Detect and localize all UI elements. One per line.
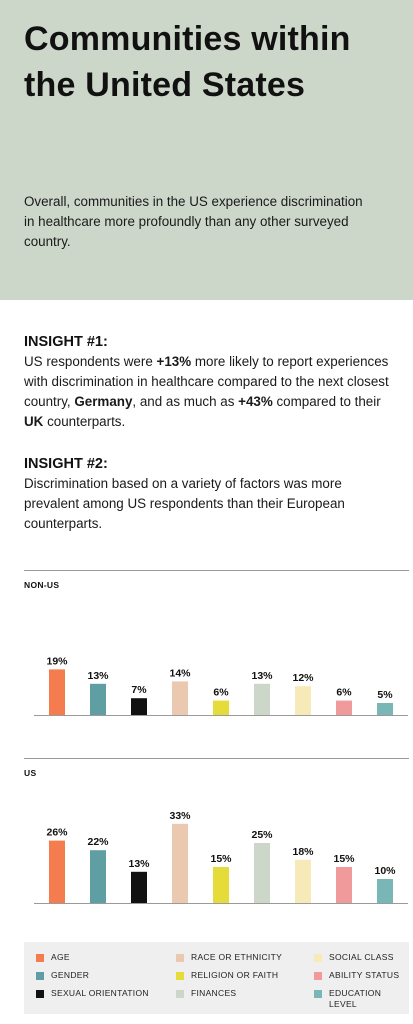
- bar-value-label: 18%: [292, 846, 314, 858]
- bar-sexual-orientation: [131, 871, 147, 903]
- bar-ability-status: [336, 700, 352, 715]
- insight-1-highlight: Germany: [74, 394, 133, 409]
- bar-value-label: 6%: [213, 687, 229, 699]
- legend-item: RELIGION OR FAITH: [176, 970, 311, 981]
- bar-value-label: 14%: [169, 667, 191, 679]
- insight-1-text: US respondents were: [24, 354, 157, 369]
- page-subtitle: Overall, communities in the US experienc…: [24, 194, 363, 249]
- legend-item: EDUCATION LEVEL: [314, 988, 409, 1010]
- legend-swatch: [314, 954, 322, 962]
- legend-item: SOCIAL CLASS: [314, 952, 409, 963]
- bar-value-label: 19%: [46, 655, 68, 667]
- bar-age: [49, 669, 65, 715]
- legend-label: SOCIAL CLASS: [329, 952, 394, 962]
- legend-item: RACE OR ETHNICITY: [176, 952, 311, 963]
- bar-value-label: 22%: [87, 836, 109, 848]
- insight-1: INSIGHT #1: US respondents were +13% mor…: [24, 332, 399, 432]
- legend-label: SEXUAL ORIENTATION: [51, 988, 149, 998]
- legend-swatch: [176, 954, 184, 962]
- insight-2-title: INSIGHT #2:: [24, 456, 108, 472]
- insight-1-text: counterparts.: [43, 414, 126, 429]
- bar-value-label: 5%: [377, 689, 393, 701]
- legend-label: EDUCATION LEVEL: [329, 988, 382, 1009]
- legend-item: FINANCES: [176, 988, 311, 999]
- legend-swatch: [36, 972, 44, 980]
- legend-item: ABILITY STATUS: [314, 970, 409, 981]
- insight-1-highlight: +43%: [238, 394, 273, 409]
- bar-gender: [90, 850, 106, 903]
- legend-item: AGE: [36, 952, 171, 963]
- insight-1-text: , and as much as: [132, 394, 239, 409]
- hero-banner: Communities within the United States Ove…: [0, 0, 413, 300]
- bar-social-class: [295, 859, 311, 903]
- insight-1-body: US respondents were +13% more likely to …: [24, 352, 399, 432]
- non-us-divider: [24, 570, 409, 571]
- bar-gender: [90, 683, 106, 715]
- legend-swatch: [36, 990, 44, 998]
- legend-label: ABILITY STATUS: [329, 970, 400, 980]
- bar-value-label: 10%: [374, 865, 396, 877]
- insight-1-highlight: +13%: [156, 354, 192, 369]
- legend-label: FINANCES: [191, 988, 237, 998]
- non-us-panel-label: NON-US: [24, 580, 60, 590]
- bar-religion-or-faith: [213, 867, 229, 903]
- legend-swatch: [314, 972, 322, 980]
- legend-label: GENDER: [51, 970, 90, 980]
- page-title: Communities within the United States: [24, 20, 351, 104]
- legend-label: RELIGION OR FAITH: [191, 970, 279, 980]
- bar-sexual-orientation: [131, 698, 147, 715]
- bar-religion-or-faith: [213, 700, 229, 715]
- bar-finances: [254, 683, 270, 715]
- legend-item: SEXUAL ORIENTATION: [36, 988, 171, 999]
- insight-1-text: more likely to report experiences with d…: [24, 354, 389, 409]
- bar-value-label: 25%: [251, 829, 273, 841]
- insight-1-title: INSIGHT #1:: [24, 334, 108, 350]
- bar-education-level: [377, 879, 393, 903]
- us-divider: [24, 758, 409, 759]
- bar-value-label: 13%: [251, 670, 273, 682]
- bar-value-label: 7%: [131, 684, 147, 696]
- bar-value-label: 33%: [169, 810, 191, 822]
- bar-value-label: 13%: [128, 858, 150, 870]
- bar-ability-status: [336, 867, 352, 903]
- legend-item: GENDER: [36, 970, 171, 981]
- insight-1-text: compared to their: [272, 394, 381, 409]
- legend-swatch: [176, 990, 184, 998]
- insight-1-highlight: UK: [24, 414, 44, 429]
- bar-finances: [254, 843, 270, 903]
- legend-swatch: [36, 954, 44, 962]
- insight-2-body: Discrimination based on a variety of fac…: [24, 476, 345, 531]
- bar-value-label: 26%: [46, 827, 68, 839]
- non-us-bar-chart: 19% 13% 7% 14% 6% 13% 12% 6% 5%: [34, 655, 408, 716]
- legend-swatch: [176, 972, 184, 980]
- insight-2: INSIGHT #2: Discrimination based on a va…: [24, 454, 399, 534]
- bar-value-label: 6%: [336, 687, 352, 699]
- us-bar-chart: 26% 22% 13% 33% 15% 25% 18% 15% 10%: [34, 810, 408, 904]
- chart-legend: AGE GENDER SEXUAL ORIENTATION RACE OR ETHNI…: [24, 942, 409, 1014]
- bar-social-class: [295, 686, 311, 715]
- bar-education-level: [377, 703, 393, 715]
- bar-age: [49, 840, 65, 903]
- legend-label: AGE: [51, 952, 70, 962]
- bar-value-label: 13%: [87, 670, 109, 682]
- bar-race-or-ethnicity: [172, 823, 188, 903]
- bar-race-or-ethnicity: [172, 681, 188, 715]
- bar-value-label: 12%: [292, 672, 314, 684]
- legend-label: RACE OR ETHNICITY: [191, 952, 283, 962]
- us-panel-label: US: [24, 768, 37, 778]
- bar-value-label: 15%: [333, 853, 355, 865]
- legend-swatch: [314, 990, 322, 998]
- bar-value-label: 15%: [210, 853, 232, 865]
